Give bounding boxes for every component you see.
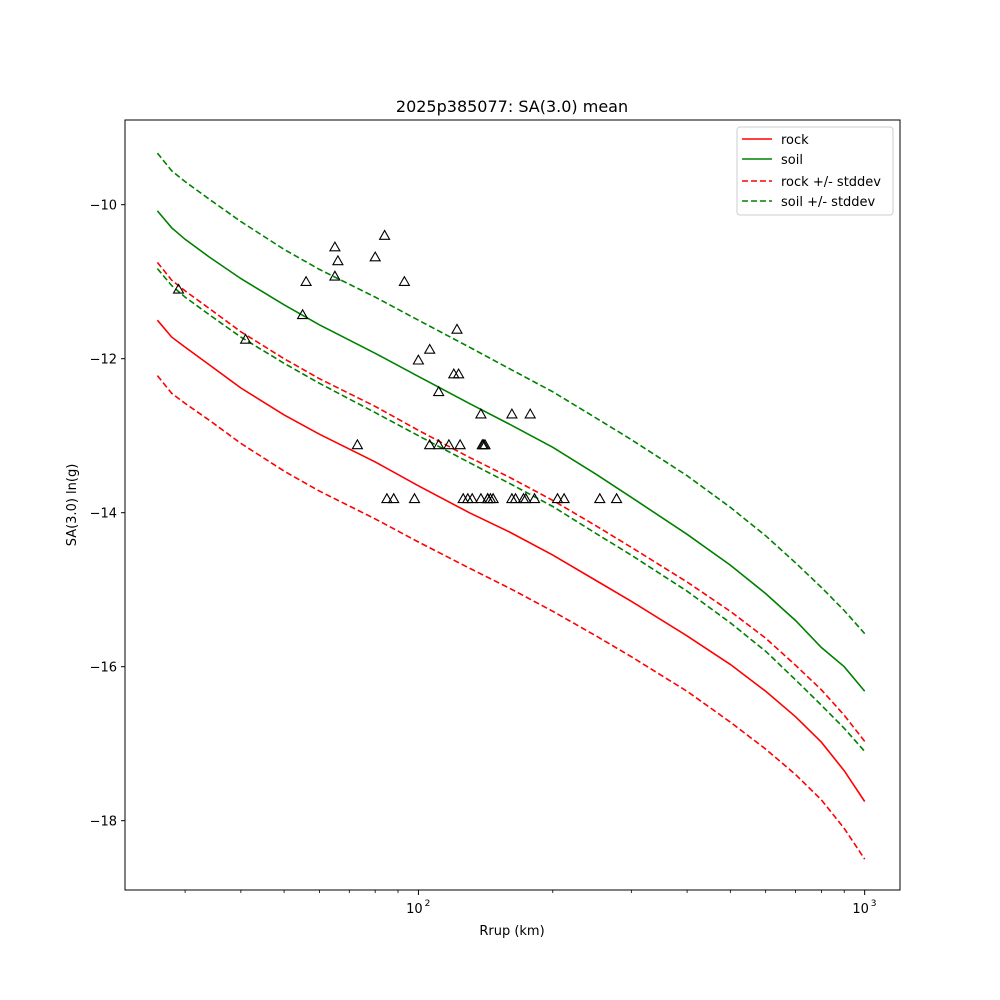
observed-point	[412, 354, 425, 365]
plot-frame	[124, 119, 901, 891]
observed-point	[328, 240, 341, 252]
x-axis: 10 2 10 3	[184, 890, 877, 917]
observed-point	[451, 323, 463, 334]
legend-label-rock: rock	[781, 133, 809, 148]
legend-box	[736, 126, 894, 216]
observed-point	[505, 407, 518, 419]
series-line-0	[156, 319, 866, 802]
series-line-5	[156, 268, 866, 752]
x-axis-label: Rrup (km)	[479, 924, 544, 939]
observed-point	[487, 492, 500, 504]
observed-point	[172, 283, 185, 294]
observed-point	[378, 229, 391, 240]
observed-point	[239, 333, 252, 344]
plot-markers	[172, 229, 623, 504]
series-line-2	[156, 261, 866, 742]
x-tick-label: 10	[406, 902, 423, 917]
observed-point	[351, 438, 364, 450]
y-tick-label: −10	[90, 199, 117, 214]
legend-label-soil: soil	[781, 153, 803, 168]
observed-point	[610, 492, 623, 504]
observed-point	[387, 492, 400, 504]
observed-point	[442, 438, 455, 450]
observed-point	[528, 492, 541, 504]
observed-point	[551, 492, 564, 504]
y-tick-label: −12	[90, 353, 117, 368]
observed-point	[524, 407, 537, 419]
plot-series	[156, 152, 866, 860]
y-tick-label: −18	[90, 815, 117, 830]
observed-point	[558, 492, 571, 504]
observed-point	[369, 250, 382, 262]
observed-point	[331, 254, 344, 266]
x-tick-label-exponent: 3	[871, 899, 877, 909]
observed-point	[432, 438, 445, 450]
observed-point	[519, 492, 532, 504]
observed-point	[474, 492, 487, 504]
y-tick-label: −16	[90, 661, 117, 676]
observed-point	[408, 492, 421, 504]
series-line-3	[156, 375, 866, 860]
observed-point	[380, 492, 393, 504]
x-tick-label-exponent: 2	[425, 899, 431, 909]
observed-point	[479, 438, 491, 450]
observed-point	[452, 367, 465, 379]
y-tick-label: −14	[90, 507, 117, 522]
y-axis: −18 −16 −14 −12 −10	[90, 199, 125, 830]
observed-point	[454, 438, 467, 450]
observed-point	[296, 308, 309, 320]
x-tick-label: 10	[852, 902, 869, 917]
observed-point	[423, 438, 436, 450]
observed-point	[398, 275, 411, 286]
series-line-1	[156, 210, 866, 692]
legend-label-soil-stddev: soil +/- stddev	[781, 195, 876, 210]
observed-point	[509, 492, 522, 504]
observed-point	[300, 275, 313, 286]
y-axis-label: SA(3.0) ln(g)	[65, 464, 80, 547]
observed-point	[474, 407, 487, 419]
chart-title: 2025p385077: SA(3.0) mean	[396, 97, 628, 116]
observed-point	[593, 492, 606, 504]
observed-point	[466, 492, 479, 504]
observed-point	[328, 270, 341, 281]
observed-point	[432, 385, 445, 397]
legend-label-rock-stddev: rock +/- stddev	[781, 175, 881, 190]
observed-point	[423, 343, 436, 354]
legend: rock soil rock +/- stddev soil +/- stdde…	[736, 126, 894, 216]
series-line-4	[156, 152, 866, 635]
